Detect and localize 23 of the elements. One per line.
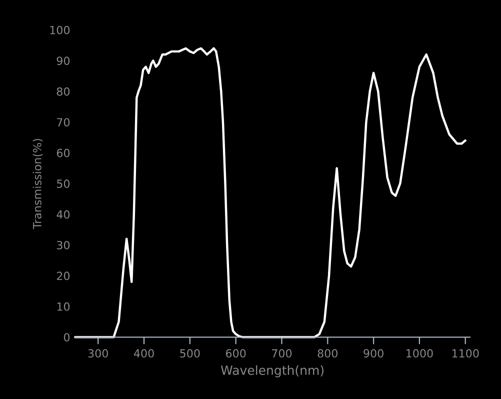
x-tick-label: 400: [134, 349, 154, 358]
y-tick-label: 80: [56, 87, 70, 96]
x-tick-label: 1000: [406, 349, 433, 358]
y-tick-label: 60: [56, 148, 70, 158]
y-tick-label: 10: [57, 302, 70, 311]
y-tick-label: 50: [57, 180, 70, 188]
y-tick-label: 70: [57, 118, 70, 126]
y-tick-label: 90: [56, 56, 70, 66]
y-tick-label: 30: [56, 240, 70, 250]
y-axis-title: Transmission(%): [32, 138, 43, 230]
x-tick-label: 1100: [452, 349, 479, 358]
y-tick-label: 100: [50, 26, 70, 34]
x-tick-label: 300: [88, 349, 108, 358]
x-tick-label: 600: [226, 349, 246, 358]
y-tick-label: 40: [56, 210, 70, 219]
x-tick-label: 800: [318, 349, 338, 358]
line-series: [74, 47, 466, 338]
x-tick-label: 500: [180, 349, 200, 358]
y-tick-label: 20: [56, 272, 70, 280]
x-axis-title: Wavelength(nm): [220, 365, 324, 378]
y-tick-label: 0: [64, 333, 70, 342]
x-tick-label: 900: [364, 349, 384, 358]
x-tick-label: 700: [272, 349, 292, 358]
